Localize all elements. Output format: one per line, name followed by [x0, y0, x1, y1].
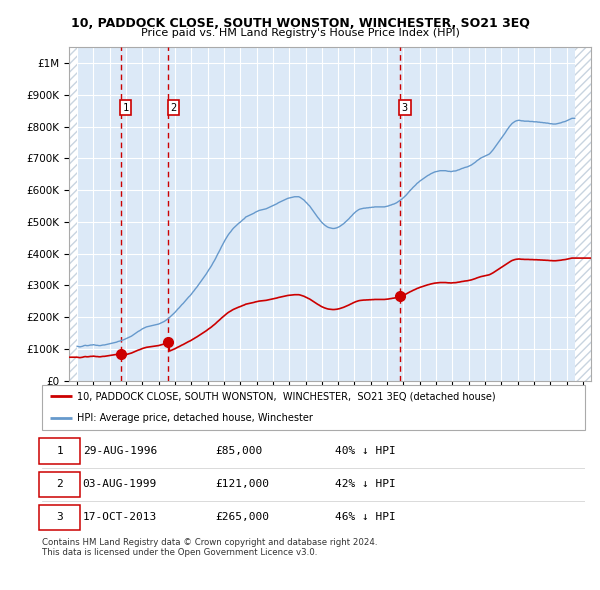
Text: £121,000: £121,000: [216, 480, 270, 489]
Text: 03-AUG-1999: 03-AUG-1999: [83, 480, 157, 489]
FancyBboxPatch shape: [42, 385, 585, 430]
Text: 1: 1: [122, 103, 128, 113]
Text: HPI: Average price, detached house, Winchester: HPI: Average price, detached house, Winc…: [77, 414, 313, 424]
Text: 29-AUG-1996: 29-AUG-1996: [83, 447, 157, 456]
Text: 1: 1: [56, 447, 63, 456]
Text: 46% ↓ HPI: 46% ↓ HPI: [335, 513, 396, 522]
Text: £85,000: £85,000: [216, 447, 263, 456]
Text: 3: 3: [402, 103, 408, 113]
Text: 10, PADDOCK CLOSE, SOUTH WONSTON,  WINCHESTER,  SO21 3EQ (detached house): 10, PADDOCK CLOSE, SOUTH WONSTON, WINCHE…: [77, 391, 496, 401]
Text: Contains HM Land Registry data © Crown copyright and database right 2024.
This d: Contains HM Land Registry data © Crown c…: [42, 538, 377, 558]
FancyBboxPatch shape: [39, 471, 80, 497]
Text: 17-OCT-2013: 17-OCT-2013: [83, 513, 157, 522]
Text: 10, PADDOCK CLOSE, SOUTH WONSTON, WINCHESTER, SO21 3EQ: 10, PADDOCK CLOSE, SOUTH WONSTON, WINCHE…: [71, 17, 529, 30]
FancyBboxPatch shape: [39, 504, 80, 530]
Text: £265,000: £265,000: [216, 513, 270, 522]
Text: 40% ↓ HPI: 40% ↓ HPI: [335, 447, 396, 456]
Text: Price paid vs. HM Land Registry's House Price Index (HPI): Price paid vs. HM Land Registry's House …: [140, 28, 460, 38]
Text: 42% ↓ HPI: 42% ↓ HPI: [335, 480, 396, 489]
Text: 3: 3: [56, 513, 63, 522]
Text: 2: 2: [56, 480, 63, 489]
Text: 2: 2: [170, 103, 176, 113]
FancyBboxPatch shape: [39, 438, 80, 464]
